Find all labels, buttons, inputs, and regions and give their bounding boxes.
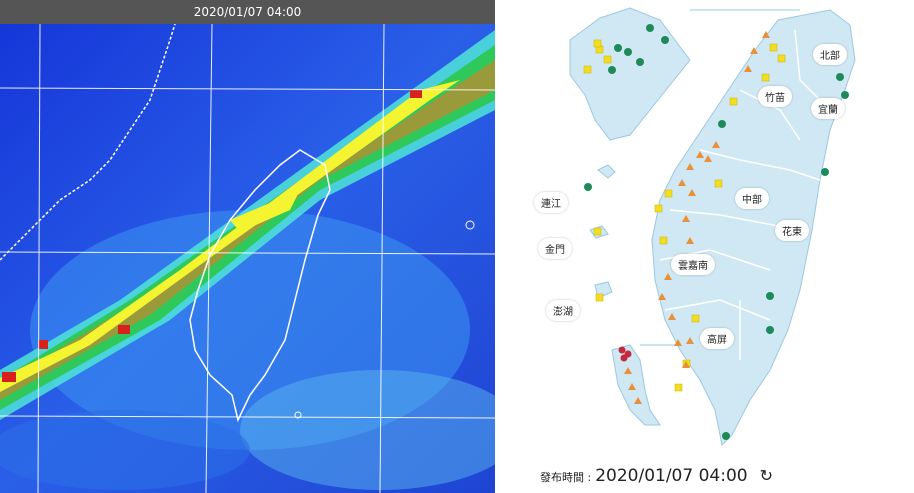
aqi-map-panel: 北部 竹苗 宜蘭 中部 花東 雲嘉南 高屏 連江 金門 澎湖 發布時間 : 20… [500,0,914,493]
region-yunjianan[interactable]: 雲嘉南 [671,254,715,275]
satellite-timestamp: 2020/01/07 04:00 [0,0,495,24]
refresh-icon[interactable]: ↻ [759,466,773,485]
satellite-panel: 2020/01/07 04:00 [0,0,495,493]
region-huadong[interactable]: 花東 [775,220,809,241]
region-north[interactable]: 北部 [813,44,847,65]
satellite-image [0,0,495,493]
region-lienchiang[interactable]: 連江 [534,192,568,213]
publish-time: 2020/01/07 04:00 [595,466,748,486]
region-penghu[interactable]: 澎湖 [546,300,580,321]
publish-time-row: 發布時間 : 2020/01/07 04:00 ↻ [540,466,773,486]
region-yilan[interactable]: 宜蘭 [811,98,845,119]
publish-label: 發布時間 : [540,471,592,484]
region-gaoping[interactable]: 高屏 [700,328,734,349]
region-zhumiao[interactable]: 竹苗 [758,86,792,107]
region-central[interactable]: 中部 [735,188,769,209]
region-kinmen[interactable]: 金門 [538,238,572,259]
